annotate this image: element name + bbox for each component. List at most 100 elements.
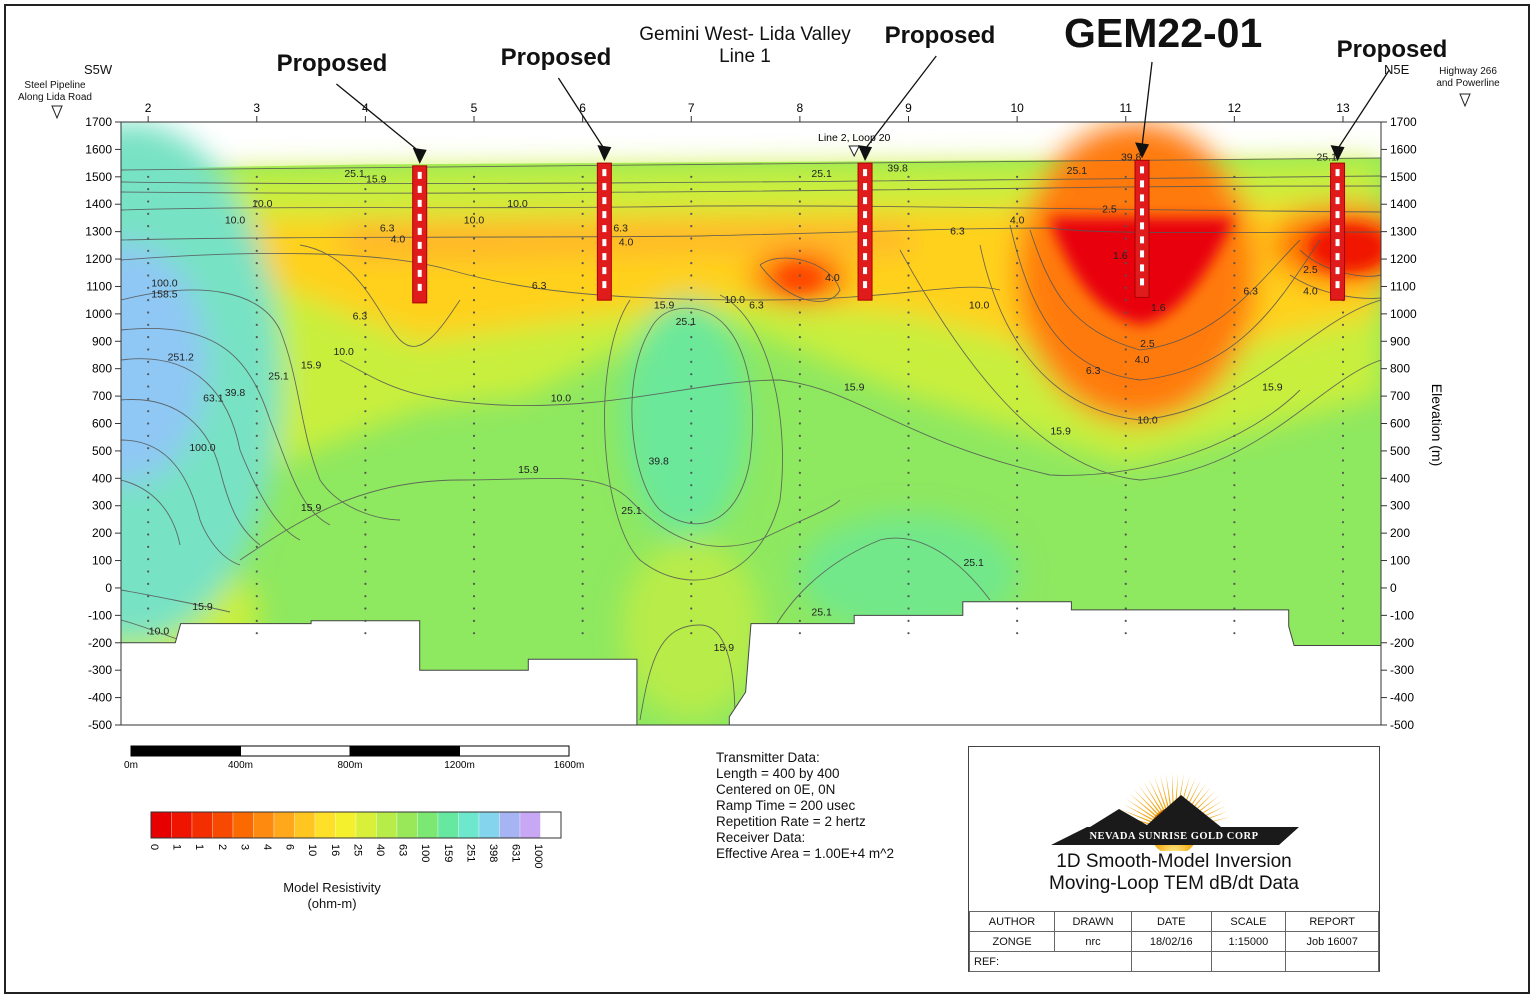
station-dot	[1016, 496, 1019, 499]
station-dot	[907, 619, 910, 622]
legend-value: 1	[193, 844, 205, 850]
station-dot	[147, 521, 150, 524]
station-dot	[581, 336, 584, 339]
station-dot	[798, 558, 801, 561]
left-marker-line-1: Steel Pipeline	[24, 80, 86, 91]
station-dot	[1124, 582, 1127, 585]
station-dot	[1016, 607, 1019, 610]
station-dot	[147, 323, 150, 326]
station-dot	[1233, 570, 1236, 573]
station-dot	[1124, 360, 1127, 363]
ref-cell: REF:	[969, 951, 1132, 972]
table-header-cell: AUTHOR	[968, 911, 1056, 932]
contour-line	[339, 359, 1301, 476]
legend-swatch	[191, 811, 213, 839]
legend-swatch	[540, 811, 562, 839]
station-dot	[1016, 619, 1019, 622]
station-dot	[690, 200, 693, 203]
station-dot	[1233, 496, 1236, 499]
table-cell: ZONGE	[968, 931, 1056, 952]
station-dot	[1233, 225, 1236, 228]
station-dot	[1016, 299, 1019, 302]
station-dot	[1124, 212, 1127, 215]
contour-line	[121, 289, 401, 521]
sun-ray	[1120, 809, 1154, 824]
station-dot	[1016, 237, 1019, 240]
drill-hole-segment	[1140, 236, 1145, 244]
station-dot	[798, 496, 801, 499]
station-dot	[798, 188, 801, 191]
station-dot	[1233, 410, 1236, 413]
station-dot	[147, 533, 150, 536]
y-tick-label-right: 1600	[1390, 142, 1417, 156]
station-dot	[147, 570, 150, 573]
station-dot	[1016, 558, 1019, 561]
legend-swatch	[253, 811, 275, 839]
hole-arrowhead	[1330, 145, 1345, 162]
drill-hole-segment	[1335, 253, 1340, 261]
contour-label: 15.9	[192, 601, 213, 613]
y-tick-label-right: 700	[1390, 389, 1410, 403]
station-dot	[1124, 188, 1127, 191]
station-dot	[364, 188, 367, 191]
station-dot	[147, 619, 150, 622]
contour-label: 2.5	[1140, 338, 1155, 350]
legend-value: 100	[419, 844, 431, 862]
station-dot	[472, 545, 476, 548]
station-dot	[147, 200, 150, 203]
station-dot	[798, 397, 801, 400]
station-dot	[690, 225, 693, 228]
station-dot	[1016, 632, 1019, 635]
station-dot	[1341, 360, 1345, 363]
station-dot	[690, 508, 693, 511]
station-dot	[1124, 336, 1127, 339]
station-dot	[581, 299, 584, 302]
station-dot	[907, 200, 910, 203]
contour-label: 25.1	[811, 606, 832, 618]
station-dot	[147, 434, 150, 437]
tx-line: Ramp Time = 200 usec	[716, 798, 856, 813]
contour-label: 25.1	[963, 557, 984, 569]
contour-label: 100.0	[189, 442, 215, 454]
station-dot	[1124, 533, 1127, 536]
station-dot	[1016, 373, 1019, 376]
station-dot	[798, 632, 801, 635]
station-dot	[255, 237, 258, 240]
legend-value: 25	[351, 844, 363, 856]
station-dot	[690, 607, 693, 610]
y-tick-label-right: -500	[1390, 718, 1414, 732]
station-dot	[798, 545, 801, 548]
station-dot	[364, 323, 367, 326]
station-dot	[255, 225, 258, 228]
station-dot	[1233, 484, 1236, 487]
sun-ray	[1133, 789, 1160, 816]
drill-hole-segment	[602, 281, 607, 289]
station-dot	[581, 471, 584, 474]
station-dot	[798, 471, 801, 474]
station-dot	[147, 360, 150, 363]
scale-bar-segment	[349, 745, 460, 757]
scale-bar: 0m 400m 800m 1200m 1600m	[124, 745, 584, 771]
station-dot	[364, 175, 367, 178]
drill-hole-label: Proposed	[500, 44, 612, 71]
table-ref-row: REF:	[969, 951, 1379, 972]
station-dot	[1124, 385, 1127, 388]
station-dot	[147, 336, 150, 339]
contour-line	[121, 185, 1381, 194]
y-tick-label: 800	[92, 362, 112, 376]
y-tick-label: 1100	[86, 279, 112, 293]
station-dot	[364, 249, 367, 252]
drill-hole-segment	[1335, 183, 1340, 191]
station-dot	[1341, 373, 1345, 376]
station-dot	[1016, 311, 1019, 314]
station-dot	[1233, 311, 1236, 314]
x-tick-label: 7	[688, 101, 695, 115]
core-red-13	[1308, 224, 1381, 273]
station-dot	[581, 545, 584, 548]
drill-hole-segment	[863, 183, 868, 191]
hole-arrowhead	[858, 145, 873, 162]
legend-value: 251	[464, 844, 476, 862]
contour-label: 6.3	[353, 310, 368, 322]
y-tick-label: -200	[88, 636, 112, 650]
station-dot	[690, 262, 693, 265]
